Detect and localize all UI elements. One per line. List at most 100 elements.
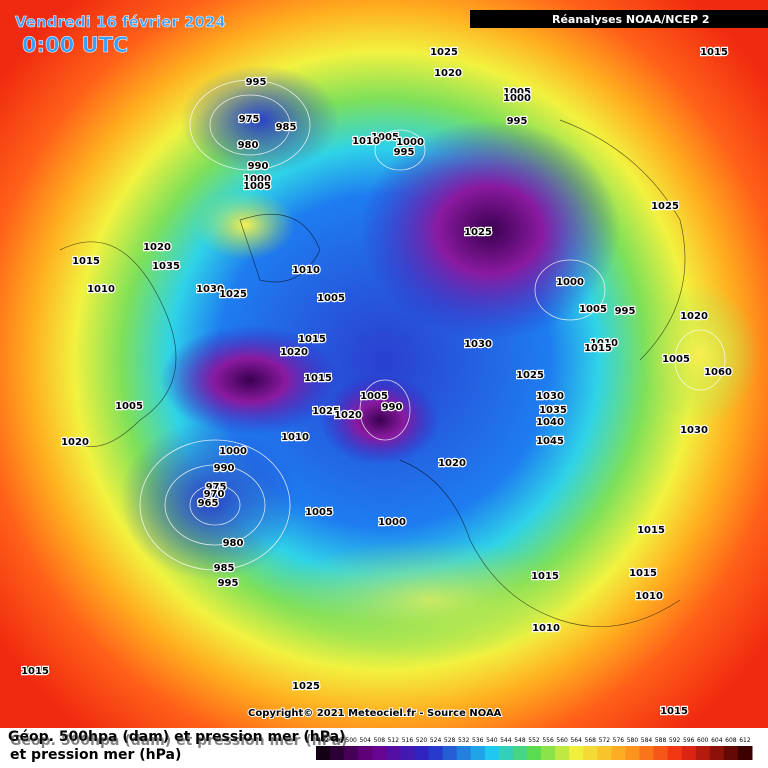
scale-cell xyxy=(597,746,612,760)
scale-cell xyxy=(723,746,739,760)
scale-cell xyxy=(526,746,542,760)
scale-label: 596 xyxy=(683,737,695,744)
isobar-label: 1020 xyxy=(680,311,708,322)
isobar-label: 970 xyxy=(204,489,225,500)
scale-cell xyxy=(625,746,640,760)
color-scale: 492 496 500 504 508 512 516 520 524 528 532 536 540 5… xyxy=(316,737,753,760)
scale-cell xyxy=(541,746,556,760)
isobar-label: 1005 xyxy=(243,181,271,192)
isobar-label: 1015 xyxy=(660,706,688,717)
scale-label: 560 xyxy=(556,737,568,744)
isobar-label: 1010 xyxy=(292,265,320,276)
scale-cell xyxy=(428,746,444,760)
scale-label: 604 xyxy=(711,737,723,744)
isobar-label: 1005 xyxy=(360,391,388,402)
isobar-label: 1000 xyxy=(556,277,584,288)
isobar-label: 1025 xyxy=(219,289,247,300)
isobar-label: 1015 xyxy=(700,47,728,58)
isobar-label: 1010 xyxy=(352,136,380,147)
legend-title: Géop. 500hpa (dam) et pression mer (hPa) xyxy=(10,733,347,749)
scale-label: 496 xyxy=(331,737,343,744)
legend-subtitle: et pression mer (hPa) xyxy=(10,747,181,763)
scale-label: 544 xyxy=(500,737,512,744)
isobars xyxy=(139,79,726,571)
scale-label: 592 xyxy=(669,737,681,744)
isobar-label: 990 xyxy=(382,402,403,413)
scale-label: 548 xyxy=(514,737,526,744)
scale-cell xyxy=(639,746,655,760)
scale-label: 520 xyxy=(416,737,428,744)
isobar-label: 1005 xyxy=(662,354,690,365)
scale-cell xyxy=(737,746,753,760)
isobar-label: 1020 xyxy=(434,68,462,79)
isobar-label: 1025 xyxy=(312,406,340,417)
isobar-label: 1025 xyxy=(430,47,458,58)
trough xyxy=(360,120,620,340)
isobar-label: 995 xyxy=(246,77,267,88)
date: Vendredi 16 février 2024 xyxy=(15,13,226,31)
legend-title: Géop. 500hpa (dam) et pression mer (hPa) xyxy=(8,729,345,745)
scale-label: 576 xyxy=(613,737,625,744)
isobar-label: 995 xyxy=(394,147,415,158)
scale-cell xyxy=(653,746,669,760)
isobar-label: 1005 xyxy=(305,507,333,518)
scale-cell xyxy=(611,746,626,760)
isobar-label: 995 xyxy=(507,116,528,127)
isobar-label: 1000 xyxy=(243,174,271,185)
scale-label: 556 xyxy=(542,737,554,744)
scale-label: 504 xyxy=(359,737,371,744)
isobar-label: 1015 xyxy=(72,256,100,267)
scale-label: 572 xyxy=(599,737,611,744)
isobar-label: 1030 xyxy=(196,284,224,295)
trough xyxy=(320,375,440,465)
isobar-label: 1010 xyxy=(635,591,663,602)
isobar-label: 1040 xyxy=(536,417,564,428)
isobar-label: 1005 xyxy=(371,132,399,143)
isobar-label: 1015 xyxy=(629,568,657,579)
isobar-label: 1005 xyxy=(317,293,345,304)
isobar-label: 1020 xyxy=(438,458,466,469)
scale-label: 612 xyxy=(739,737,751,744)
isobar-label: 1010 xyxy=(281,432,309,443)
isobar-label: 1020 xyxy=(334,410,362,421)
isobar-label: 1025 xyxy=(292,681,320,692)
scale-label: 584 xyxy=(641,737,653,744)
isobar-label: 995 xyxy=(218,578,239,589)
isobar-label: 1005 xyxy=(579,304,607,315)
scale-label: 540 xyxy=(486,737,498,744)
isobar-label: 1030 xyxy=(680,425,708,436)
isobar-label: 1000 xyxy=(396,137,424,148)
isobar-label: 1015 xyxy=(298,334,326,345)
isobar-label: 965 xyxy=(198,498,219,509)
isobar-label: 1025 xyxy=(464,227,492,238)
trough xyxy=(160,325,340,435)
isobar-label: 1030 xyxy=(536,391,564,402)
isobar-label: 1010 xyxy=(532,623,560,634)
scale-label: 508 xyxy=(374,737,386,744)
scale-cell xyxy=(667,746,683,760)
scale-cell xyxy=(681,746,697,760)
isobar-label: 980 xyxy=(238,140,259,151)
isobar-label: 1025 xyxy=(516,370,544,381)
scale-cell xyxy=(555,746,570,760)
scale-label: 528 xyxy=(444,737,456,744)
isobar-label: 1015 xyxy=(637,525,665,536)
isobar-label: 1000 xyxy=(503,93,531,104)
isobar-label: 990 xyxy=(214,463,235,474)
scale-label: 536 xyxy=(472,737,484,744)
scale-label: 608 xyxy=(725,737,737,744)
isobar-label: 995 xyxy=(615,306,636,317)
isobar-label: 990 xyxy=(248,161,269,172)
scale-label: 568 xyxy=(585,737,597,744)
scale-label: 516 xyxy=(402,737,414,744)
scale-cell xyxy=(498,746,514,760)
scale-cell xyxy=(358,746,373,760)
trough xyxy=(120,420,300,580)
isobar-label: 1000 xyxy=(378,517,406,528)
isobar-label: 1035 xyxy=(152,261,180,272)
coastlines xyxy=(59,119,686,628)
source-box xyxy=(470,10,768,28)
isobar-label: 1030 xyxy=(464,339,492,350)
isobar-label: 1015 xyxy=(531,571,559,582)
scale-cell xyxy=(386,746,401,760)
